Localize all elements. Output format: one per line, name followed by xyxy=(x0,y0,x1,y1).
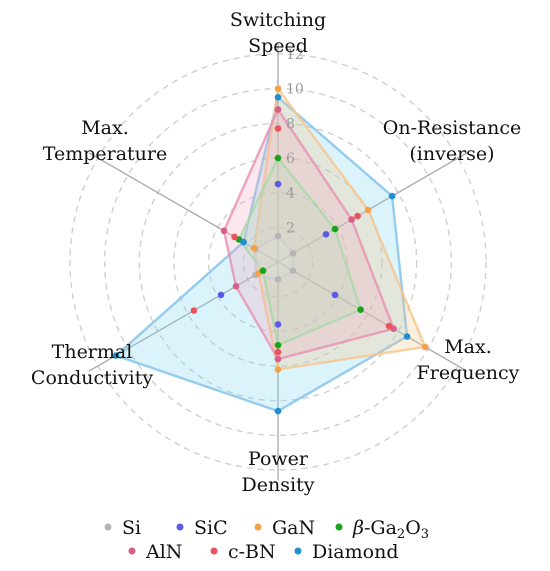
axis-label: Frequency xyxy=(417,362,520,384)
data-point-si xyxy=(274,232,282,240)
legend-item: c-BN xyxy=(210,541,276,563)
legend-item: SiC xyxy=(176,517,228,539)
axis-label: Max. xyxy=(444,336,492,358)
axis-spoke xyxy=(88,152,279,263)
legend-label: Diamond xyxy=(312,541,399,563)
series-points xyxy=(112,85,429,415)
axis-label: Switching xyxy=(230,9,326,31)
legend-label: c-BN xyxy=(228,541,276,563)
series-fills xyxy=(114,87,427,413)
data-point-cbn xyxy=(385,322,393,330)
legend-label: SiC xyxy=(194,517,228,539)
axis-label: Density xyxy=(242,474,315,496)
data-point-aln xyxy=(348,216,355,223)
legend-marker xyxy=(128,547,136,555)
legend-marker xyxy=(294,547,302,555)
data-point-sic xyxy=(331,291,339,299)
legend-label: AlN xyxy=(145,541,182,563)
data-point-diamond xyxy=(112,352,120,359)
data-point-cbn xyxy=(274,348,282,356)
legend-item: β-Ga2O3 xyxy=(335,517,429,542)
data-point-diamond xyxy=(274,94,282,101)
data-point-gan xyxy=(364,206,372,214)
legend-marker xyxy=(104,523,112,531)
legend-marker xyxy=(335,523,343,531)
axis-label: Power xyxy=(248,448,309,470)
axis-label: (inverse) xyxy=(409,143,494,165)
data-point-aln xyxy=(232,283,240,290)
legend-label: Si xyxy=(122,517,141,539)
radial-tick-label: 6 xyxy=(286,151,295,167)
legend-label: β-Ga2O3 xyxy=(352,517,429,542)
data-point-sic xyxy=(274,180,282,188)
radial-tick-labels: 2 4 6 8 10 12 xyxy=(286,47,304,236)
data-point-aln xyxy=(274,355,282,363)
legend-item: GaN xyxy=(254,517,315,539)
radial-tick-label: 4 xyxy=(286,186,295,202)
grid-ring xyxy=(242,226,314,298)
data-point-ga2o3 xyxy=(274,154,282,162)
radial-tick-label: 2 xyxy=(286,220,295,236)
data-point-ga2o3 xyxy=(274,341,282,349)
axis-label: Thermal xyxy=(52,341,133,363)
radial-tick-label: 12 xyxy=(286,47,304,63)
axis-label: Max. xyxy=(81,117,129,139)
axis-label: On-Resistance xyxy=(383,117,521,139)
data-point-sic xyxy=(217,291,225,299)
data-point-diamond xyxy=(403,333,411,340)
radial-tick-label: 8 xyxy=(286,116,295,132)
data-point-ga2o3 xyxy=(259,267,267,275)
data-point-gan xyxy=(274,366,282,373)
legend-marker xyxy=(254,523,262,531)
data-point-cbn xyxy=(190,307,198,314)
axis-label: Temperature xyxy=(43,143,167,165)
data-point-si xyxy=(289,250,297,257)
axis-label: Conductivity xyxy=(31,367,153,389)
axis-label: Speed xyxy=(248,35,308,57)
data-point-si xyxy=(289,267,297,275)
data-point-gan xyxy=(421,343,429,351)
data-point-sic xyxy=(274,321,282,328)
legend-item: Diamond xyxy=(294,541,399,563)
grid-ring xyxy=(207,191,349,333)
data-point-diamond xyxy=(240,238,247,246)
legend-marker xyxy=(176,523,184,531)
data-point-diamond xyxy=(388,192,396,200)
data-point-cbn xyxy=(354,212,361,220)
axis-spoke xyxy=(277,152,468,263)
data-point-diamond xyxy=(274,407,282,415)
data-point-gan xyxy=(250,244,258,252)
data-point-cbn xyxy=(231,233,238,241)
data-point-aln xyxy=(220,227,228,235)
data-point-cbn xyxy=(274,125,282,132)
legend-label: GaN xyxy=(272,517,315,539)
legend-item: Si xyxy=(104,517,141,539)
data-point-gan xyxy=(274,85,282,92)
data-point-aln xyxy=(274,106,282,113)
legend-marker xyxy=(210,547,218,555)
data-point-ga2o3 xyxy=(331,225,339,233)
axis-spoke xyxy=(277,261,468,372)
data-point-si xyxy=(274,276,282,283)
data-point-sic xyxy=(322,231,330,238)
axis-labels: Switching Speed On-Resistance (inverse) Max.… xyxy=(31,9,521,496)
radial-tick-label: 10 xyxy=(286,82,304,98)
legend: Si SiC GaN β-Ga2O3 AlN c-BN Diamond xyxy=(104,517,429,563)
legend-item: AlN xyxy=(128,541,182,563)
data-point-ga2o3 xyxy=(357,306,364,314)
